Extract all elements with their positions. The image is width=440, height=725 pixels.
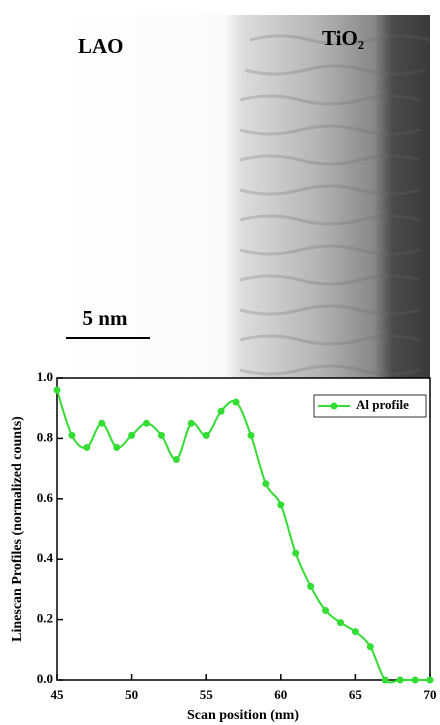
y-tick-label: 0.6 xyxy=(37,490,54,505)
tio2-label: TiO₂ xyxy=(322,26,364,50)
legend-label: Al profile xyxy=(356,397,409,412)
x-tick-label: 55 xyxy=(200,687,214,702)
data-point xyxy=(202,431,210,439)
y-tick-label: 0.8 xyxy=(37,429,54,444)
data-point xyxy=(83,443,91,451)
data-point xyxy=(157,431,165,439)
data-point xyxy=(128,431,136,439)
data-point xyxy=(277,501,285,509)
data-point xyxy=(187,419,195,427)
y-tick-label: 0.4 xyxy=(37,550,54,565)
lao-label: LAO xyxy=(78,34,124,58)
x-tick-label: 45 xyxy=(51,687,65,702)
x-tick-label: 70 xyxy=(424,687,437,702)
data-point xyxy=(68,431,76,439)
data-point xyxy=(292,549,300,557)
x-tick-label: 50 xyxy=(125,687,138,702)
data-point xyxy=(232,398,240,406)
data-point xyxy=(247,431,255,439)
data-point xyxy=(113,443,121,451)
data-point xyxy=(262,480,270,488)
data-point xyxy=(426,676,434,684)
data-point xyxy=(322,607,330,615)
scale-bar-label: 5 nm xyxy=(83,306,128,330)
x-axis-label: Scan position (nm) xyxy=(187,708,299,723)
legend-box xyxy=(313,394,427,418)
x-tick-label: 65 xyxy=(349,687,363,702)
data-point xyxy=(143,419,151,427)
data-point xyxy=(396,676,404,684)
legend-marker xyxy=(330,402,338,410)
y-tick-label: 1.0 xyxy=(37,369,53,384)
data-point xyxy=(336,619,344,627)
plot-frame xyxy=(56,377,431,681)
data-point xyxy=(217,407,225,415)
data-point xyxy=(351,628,359,636)
x-tick-label: 60 xyxy=(274,687,287,702)
data-point xyxy=(307,582,315,590)
tem-image xyxy=(57,15,430,378)
lattice-fringes xyxy=(239,34,430,376)
y-tick-label: 0.0 xyxy=(37,671,53,686)
y-tick-label: 0.2 xyxy=(37,611,53,626)
data-point xyxy=(411,676,419,684)
data-point xyxy=(98,419,106,427)
y-axis-label: Linescan Profiles (normalized counts) xyxy=(10,416,25,642)
data-point xyxy=(172,456,180,464)
data-point xyxy=(381,676,389,684)
data-point xyxy=(53,386,61,394)
data-point xyxy=(366,643,374,651)
